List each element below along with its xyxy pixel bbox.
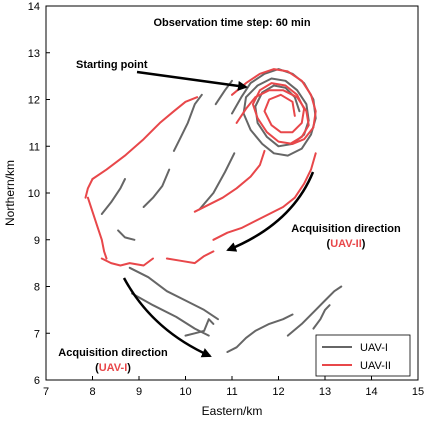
annotation-starting-point: Starting point	[76, 59, 148, 71]
paren-close: )	[362, 238, 366, 250]
x-tick-label: 8	[89, 386, 95, 398]
trajectory-segment-uav-ii	[231, 68, 317, 145]
y-tick-label: 14	[28, 1, 40, 13]
y-tick-label: 9	[34, 235, 40, 247]
y-axis-label: Northern/km	[3, 160, 17, 226]
x-tick-label: 7	[43, 386, 49, 398]
x-axis-label: Eastern/km	[202, 404, 263, 418]
x-tick-labels: 7 8 9 10 11 12 13 14 15	[43, 386, 424, 398]
trajectory-segment-uav-ii	[100, 257, 154, 267]
legend: UAV-I UAV-II	[315, 334, 411, 377]
trajectory-segment-uav-ii	[86, 196, 108, 260]
trajectory-segment-uav-i	[128, 266, 219, 321]
y-tick-label: 10	[28, 188, 40, 200]
direction-arrow-uav1	[122, 277, 212, 358]
starting-point-arrow	[136, 70, 248, 91]
paren-close: )	[127, 362, 131, 374]
trajectory-segment-uav-ii	[193, 149, 266, 213]
trajectory-segment-uav-i	[117, 229, 136, 241]
x-tick-label: 9	[136, 386, 142, 398]
x-tick-label: 12	[272, 386, 284, 398]
annotation-direction-uav2: Acquisition direction	[291, 223, 401, 235]
plot-area	[45, 5, 419, 381]
y-tick-label: 12	[28, 95, 40, 107]
trajectory-segment-uav-ii	[84, 178, 94, 199]
annotation-uav2-label: UAV-II	[330, 238, 362, 250]
series-uav-i	[100, 68, 343, 353]
y-tick-label: 7	[34, 328, 40, 340]
series-lines	[84, 68, 343, 353]
trajectory-segment-uav-i	[184, 318, 215, 337]
y-tick-labels: 6 7 8 9 10 11 12 13 14	[28, 1, 40, 387]
trajectory-segment-uav-i	[100, 178, 126, 215]
y-tick-label: 13	[28, 48, 40, 60]
trajectory-segment-uav-i	[198, 152, 236, 211]
x-tick-label: 15	[412, 386, 424, 398]
annotation-direction-uav1: Acquisition direction	[58, 347, 168, 359]
x-tick-label: 10	[179, 386, 191, 398]
paren-open: (	[327, 238, 331, 250]
chart-title: Observation time step: 60 min	[153, 17, 310, 29]
trajectory-segment-uav-i	[312, 304, 331, 330]
trajectory-segment-uav-i	[172, 93, 203, 152]
tick-marks	[45, 5, 419, 381]
trajectory-segment-uav-ii	[91, 96, 199, 180]
paren-open: (	[95, 362, 99, 374]
trajectory-segment-uav-i	[286, 285, 343, 337]
y-tick-label: 8	[34, 282, 40, 294]
legend-label-uav2: UAV-II	[360, 360, 391, 372]
trajectory-segment-uav-ii	[235, 89, 310, 145]
x-tick-label: 11	[226, 386, 237, 398]
x-tick-label: 14	[365, 386, 377, 398]
legend-box	[315, 334, 411, 377]
direction-arrow-uav2	[226, 171, 315, 252]
y-tick-label: 6	[34, 375, 40, 387]
trajectory-segment-uav-i	[131, 292, 210, 337]
x-tick-label: 13	[319, 386, 331, 398]
series-uav-ii	[84, 68, 317, 267]
legend-label-uav1: UAV-I	[360, 342, 388, 354]
y-tick-label: 11	[29, 141, 40, 153]
trajectory-segment-uav-ii	[212, 152, 317, 241]
trajectory-segment-uav-ii	[165, 250, 215, 265]
trajectory-segment-uav-i	[226, 313, 294, 353]
annotation-direction-uav1-sub: (UAV-I)	[95, 362, 131, 374]
trajectory-segment-uav-i	[142, 168, 171, 208]
annotation-direction-uav2-sub: (UAV-II)	[327, 238, 366, 250]
annotation-uav1-label: UAV-I	[99, 362, 128, 374]
